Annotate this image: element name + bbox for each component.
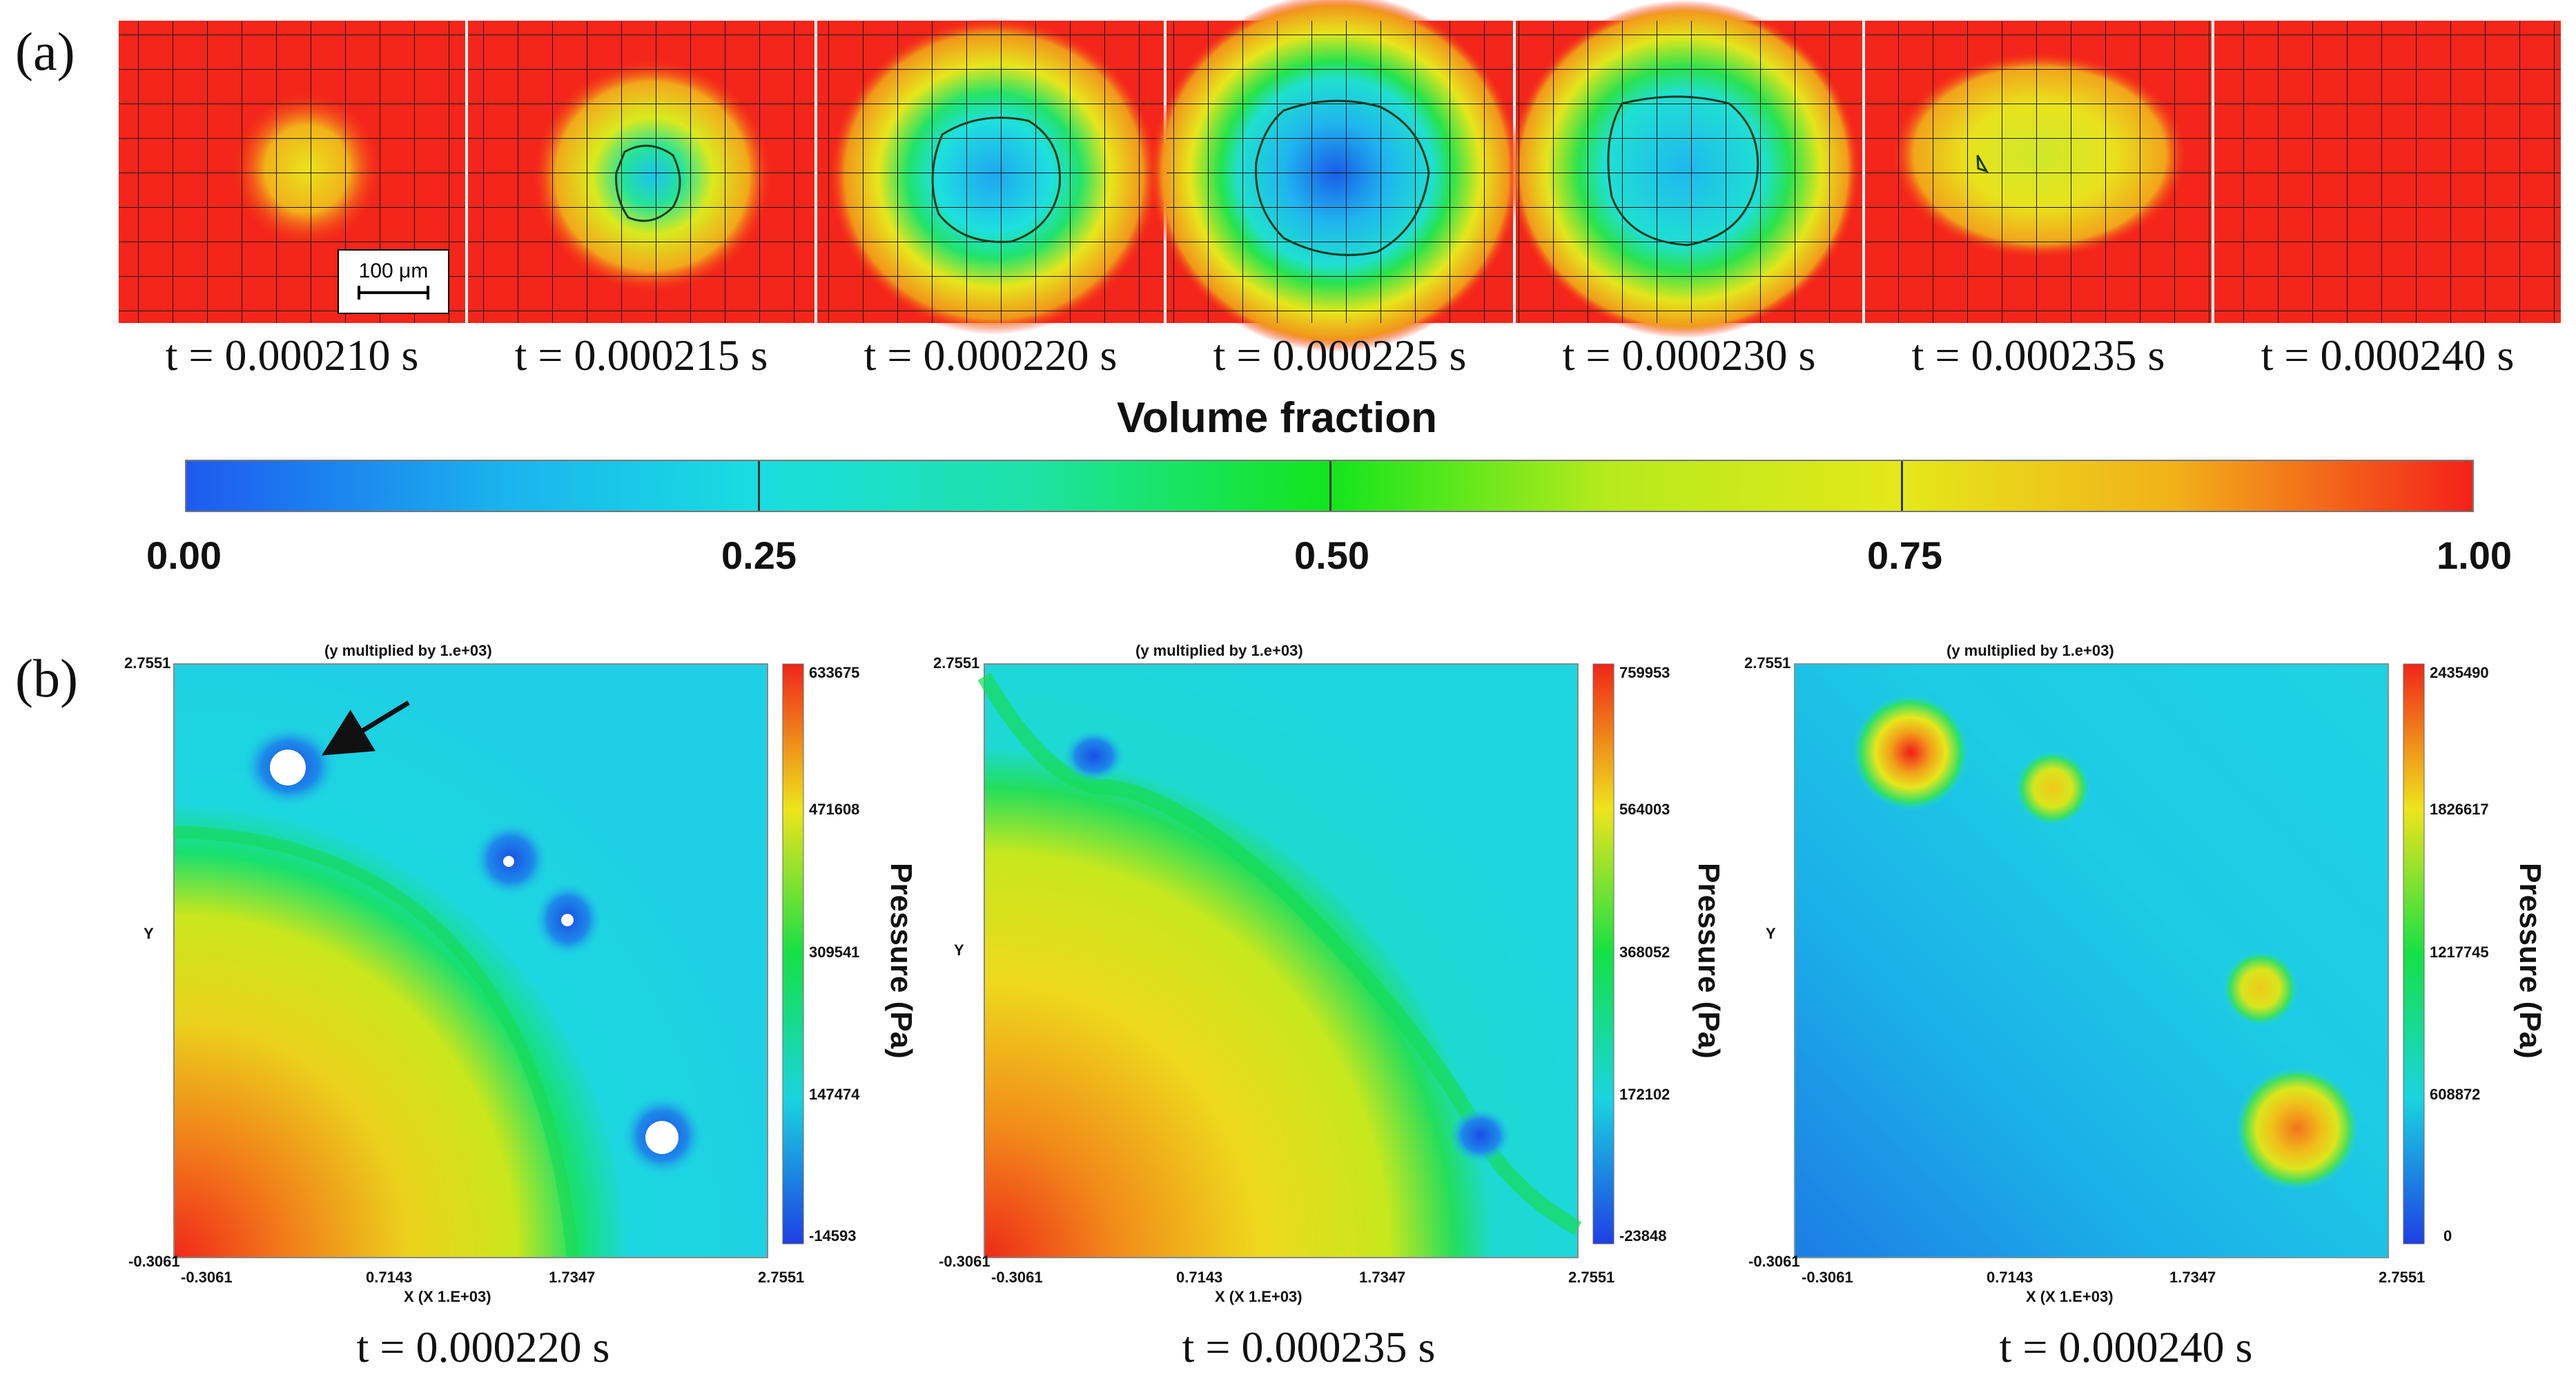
plot-3-cb-tick-3: 608872	[2430, 1086, 2481, 1103]
plot-1-y-label: Y	[144, 925, 154, 942]
plot-2-y-label: Y	[954, 941, 964, 959]
plot-2-cb-tick-3: 172102	[1619, 1086, 1670, 1103]
frame-4	[1149, 0, 1522, 352]
plot-3-cb-tick-4: 0	[2443, 1227, 2452, 1244]
plot-2-x-label: X (X 1.E+03)	[1215, 1288, 1302, 1305]
frame-5-caption: t = 0.000230 s	[1562, 331, 1816, 380]
frame-6-caption: t = 0.000235 s	[1911, 331, 2165, 380]
frame-3	[817, 17, 1164, 335]
plot-3-cb-tick-2: 1217745	[2430, 944, 2489, 961]
frame-2	[468, 21, 814, 323]
plot-1-x-label: X (X 1.E+03)	[404, 1288, 491, 1305]
frame-6	[1865, 21, 2212, 323]
frame-2-caption: t = 0.000215 s	[514, 331, 768, 380]
vf-tick-0: 0.00	[146, 534, 222, 577]
pressure-plot-2	[977, 663, 1614, 1258]
plot-2-colorbar-title: Pressure (Pa)	[1692, 863, 1726, 1059]
plot-3-y-bottom: -0.3061	[1748, 1253, 1800, 1270]
plot-1-caption: t = 0.000220 s	[356, 1322, 610, 1371]
frame-4-caption: t = 0.000225 s	[1213, 331, 1467, 380]
plot-3-y-label: Y	[1766, 925, 1776, 942]
vf-tick-4: 1.00	[2437, 534, 2512, 577]
arrow-icon	[322, 701, 410, 756]
plot-1-x-tick-1: 0.7143	[366, 1269, 413, 1286]
plot-2-x-tick-1: 0.7143	[1176, 1269, 1223, 1286]
plot-3-y-top: 2.7551	[1744, 654, 1791, 672]
plot-3-cb-tick-1: 1826617	[2430, 801, 2489, 818]
plot-3-x-tick-3: 2.7551	[2379, 1269, 2426, 1286]
frame-7	[2214, 21, 2561, 323]
plot-1-header: (y multiplied by 1.e+03)	[324, 642, 492, 659]
plot-3-x-tick-2: 1.7347	[2169, 1269, 2216, 1286]
volume-fraction-colorbar	[185, 460, 2474, 512]
scale-bar-box	[338, 249, 449, 314]
plot-1-x-tick-3: 2.7551	[758, 1269, 805, 1286]
plot-1-y-bottom: -0.3061	[128, 1253, 180, 1270]
volume-fraction-frames: 100 μm	[119, 0, 2561, 352]
plot-2-cb-tick-0: 759953	[1619, 664, 1670, 681]
frame-7-caption: t = 0.000240 s	[2261, 331, 2515, 380]
frame-3-caption: t = 0.000220 s	[863, 331, 1118, 380]
plot-1-y-top: 2.7551	[124, 654, 171, 672]
plot-1-colorbar-title: Pressure (Pa)	[884, 863, 918, 1059]
pressure-plot-3	[1794, 663, 2425, 1258]
plot-2-x-tick-0: -0.3061	[991, 1269, 1043, 1286]
plot-2-header: (y multiplied by 1.e+03)	[1135, 642, 1303, 659]
frame-1-caption: t = 0.000210 s	[165, 331, 419, 380]
plot-2-x-tick-3: 2.7551	[1568, 1269, 1615, 1286]
plot-3-colorbar-title: Pressure (Pa)	[2513, 863, 2547, 1059]
frame-5	[1508, 0, 1862, 338]
pressure-plots	[173, 663, 2425, 1258]
plot-3-x-tick-0: -0.3061	[1802, 1269, 1853, 1286]
plot-2-y-bottom: -0.3061	[939, 1253, 991, 1270]
plot-1-cb-tick-0: 633675	[809, 664, 860, 681]
plot-3-x-tick-1: 0.7143	[1987, 1269, 2033, 1286]
plot-2-cb-tick-2: 368052	[1619, 944, 1670, 961]
scale-bar-label: 100 μm	[359, 260, 429, 282]
plot-2-y-top: 2.7551	[933, 654, 980, 672]
plot-2-x-tick-2: 1.7347	[1359, 1269, 1406, 1286]
plot-3-header: (y multiplied by 1.e+03)	[1946, 642, 2114, 659]
plot-3-caption: t = 0.000240 s	[1999, 1322, 2253, 1371]
volume-fraction-title: Volume fraction	[1117, 394, 1437, 442]
plot-3-cb-tick-0: 2435490	[2430, 664, 2489, 681]
pressure-plot-1	[173, 663, 804, 1258]
plot-3-x-label: X (X 1.E+03)	[2026, 1288, 2114, 1305]
plot-1-cb-tick-2: 309541	[809, 944, 860, 961]
vf-tick-3: 0.75	[1867, 534, 1942, 577]
plot-1-x-tick-0: -0.3061	[181, 1269, 233, 1286]
panel-a-label: (a)	[15, 21, 75, 81]
plot-1-cb-tick-4: -14593	[809, 1227, 857, 1244]
plot-1-cb-tick-1: 471608	[809, 801, 860, 818]
plot-1-cb-tick-3: 147474	[809, 1086, 860, 1103]
panel-b-label: (b)	[15, 648, 78, 708]
plot-2-caption: t = 0.000235 s	[1182, 1322, 1436, 1371]
plot-2-cb-tick-4: -23848	[1619, 1227, 1667, 1244]
vf-tick-1: 0.25	[721, 534, 797, 577]
vf-tick-2: 0.50	[1294, 534, 1369, 577]
frame-1: 100 μm	[119, 21, 465, 323]
plot-1-x-tick-2: 1.7347	[549, 1269, 596, 1286]
plot-2-cb-tick-1: 564003	[1619, 801, 1670, 818]
